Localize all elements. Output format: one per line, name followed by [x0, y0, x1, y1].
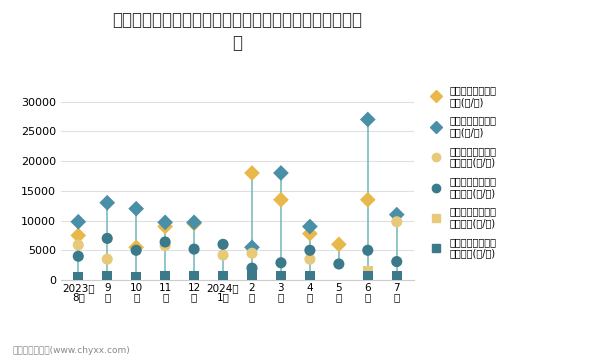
- Point: [334, 261, 343, 267]
- Point: [363, 247, 373, 253]
- Point: [392, 212, 401, 218]
- Point: [189, 219, 199, 225]
- Point: [132, 274, 141, 279]
- Point: [218, 242, 228, 247]
- Point: [247, 170, 257, 176]
- Point: [247, 244, 257, 250]
- Point: [102, 236, 112, 241]
- Point: [160, 273, 170, 279]
- Point: [247, 273, 257, 279]
- Point: [102, 200, 112, 206]
- Point: [160, 219, 170, 225]
- Point: [334, 242, 343, 247]
- Point: [74, 274, 83, 280]
- Point: [276, 197, 286, 202]
- Point: [74, 242, 83, 248]
- Point: [247, 265, 257, 271]
- Point: [276, 273, 286, 279]
- Point: [132, 206, 141, 211]
- Point: [305, 247, 315, 253]
- Point: [392, 259, 401, 265]
- Point: [363, 197, 373, 202]
- Point: [102, 273, 112, 279]
- Point: [102, 256, 112, 262]
- Point: [160, 243, 170, 248]
- Point: [276, 260, 286, 266]
- Point: [132, 247, 141, 253]
- Point: [74, 219, 83, 225]
- Point: [74, 233, 83, 238]
- Point: [276, 170, 286, 176]
- Point: [363, 268, 373, 274]
- Point: [189, 246, 199, 252]
- Text: 制图：智研咨询(www.chyxx.com): 制图：智研咨询(www.chyxx.com): [12, 346, 130, 355]
- Point: [247, 250, 257, 256]
- Point: [160, 224, 170, 229]
- Point: [363, 117, 373, 122]
- Point: [132, 244, 141, 250]
- Text: 近一年江苏省各类用地出让地面均价与成交地面均价统计
图: 近一年江苏省各类用地出让地面均价与成交地面均价统计 图: [113, 11, 362, 52]
- Point: [218, 273, 228, 279]
- Point: [189, 273, 199, 279]
- Point: [305, 224, 315, 229]
- Point: [305, 231, 315, 237]
- Point: [74, 253, 83, 259]
- Legend: 住宅用地出让地面
均价(元/㎡), 住宅用地成交地面
均价(元/㎡), 商服办公用地出让
地面均价(元/㎡), 商服办公用地成交
地面均价(元/㎡), 工业仓储: 住宅用地出让地面 均价(元/㎡), 住宅用地成交地面 均价(元/㎡), 商服办公…: [426, 85, 496, 258]
- Point: [392, 219, 401, 225]
- Point: [305, 256, 315, 262]
- Point: [305, 273, 315, 279]
- Point: [363, 273, 373, 279]
- Point: [218, 252, 228, 258]
- Point: [392, 273, 401, 279]
- Point: [189, 221, 199, 227]
- Point: [160, 239, 170, 245]
